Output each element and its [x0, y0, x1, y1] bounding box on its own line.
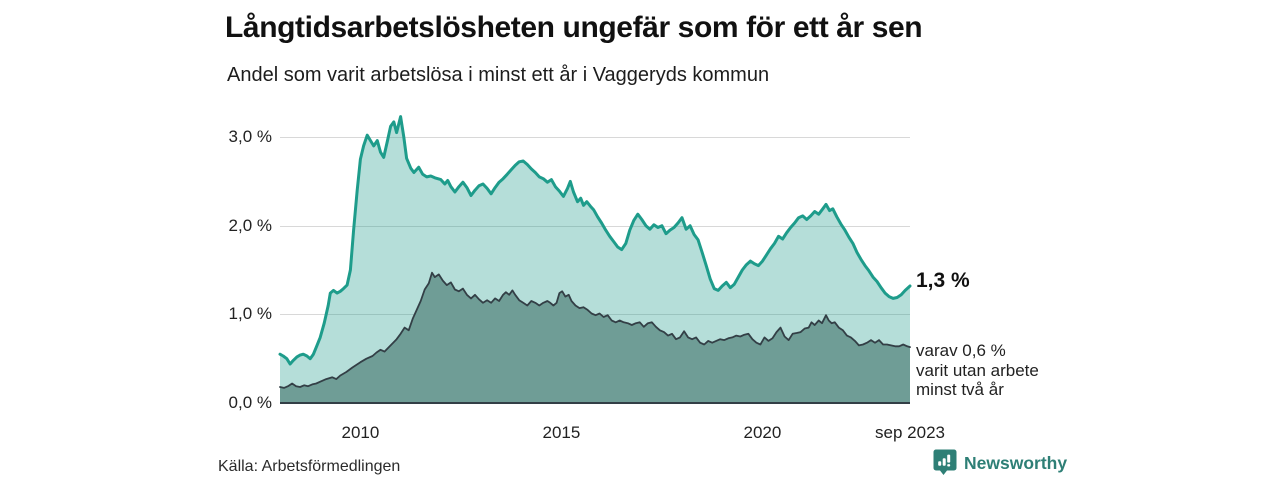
source-credit: Källa: Arbetsförmedlingen	[218, 458, 401, 475]
series-area-two-years	[280, 272, 910, 403]
bar-tall	[947, 454, 951, 463]
secondary-annotation-line-2: varit utan arbete	[916, 360, 1039, 380]
secondary-annotation-line-3: minst två år	[916, 380, 1004, 399]
page-title: Långtidsarbetslösheten ungefär som för e…	[225, 11, 923, 44]
secondary-annotation-line-1: varav 0,6 %	[916, 341, 1006, 360]
bar-medium	[942, 458, 946, 466]
secondary-series-annotation: varav 0,6 % varit utan arbete minst två …	[916, 341, 1039, 400]
chart-subtitle: Andel som varit arbetslösa i minst ett å…	[227, 64, 770, 86]
exclamation-dot	[947, 464, 951, 467]
brand-logo: Newsworthy	[933, 449, 1067, 476]
series-line-two-years	[279, 271, 911, 389]
latest-value-label: 1,3 %	[916, 269, 970, 292]
series-line-one-year	[278, 115, 912, 366]
bar-chart-bubble-icon	[933, 449, 957, 475]
bar-small	[938, 461, 942, 466]
brand-name: Newsworthy	[964, 452, 1068, 473]
